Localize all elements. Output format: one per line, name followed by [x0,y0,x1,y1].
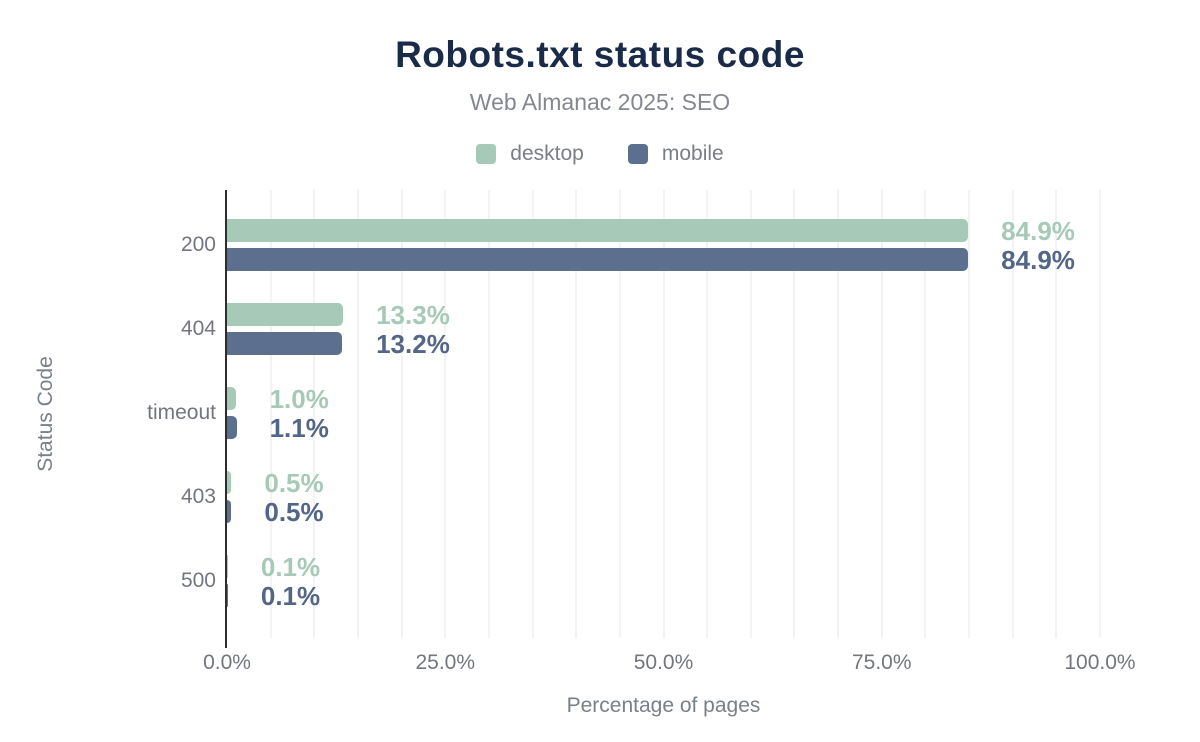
bar-mobile-404[interactable] [227,332,343,355]
gridline [793,190,796,638]
x-tick-75.0%: 75.0% [851,651,912,674]
plot-area: 84.9% 84.9% 13.3% 13.2% 1.0% 1.1% 0.5% 0.5% 0.1%… [227,190,1101,638]
legend-label-desktop: desktop [510,142,584,165]
x-tick-0.0%: 0.0% [203,651,251,674]
category-label-200: 200 [180,233,216,256]
gridline [313,190,316,638]
x-axis-title: Percentage of pages [566,694,761,717]
category-label-timeout: timeout [147,401,216,424]
gridline [662,190,665,638]
gridline [1011,190,1014,638]
x-tick-100.0%: 100.0% [1064,651,1136,674]
y-axis-line [225,190,227,648]
legend-swatch-desktop [476,144,497,164]
legend-label-mobile: mobile [661,142,724,165]
bar-mobile-500[interactable] [227,584,228,607]
x-tick-25.0%: 25.0% [415,651,476,674]
chart-subtitle: Web Almanac 2025: SEO [469,89,731,115]
bar-desktop-500[interactable] [227,555,228,578]
value-label-mobile-200: 84.9% [1001,244,1075,275]
gridline [837,190,840,638]
gridline [924,190,927,638]
gridline [531,190,534,638]
bar-mobile-timeout[interactable] [227,416,237,439]
gridline [400,190,403,638]
gridline [356,190,359,638]
bar-mobile-200[interactable] [227,248,969,271]
bar-desktop-404[interactable] [227,303,344,326]
bar-mobile-403[interactable] [227,500,232,523]
category-label-500: 500 [180,569,216,592]
value-label-mobile-404: 13.2% [376,328,450,359]
gridline [1055,190,1058,638]
value-label-mobile-403: 0.5% [264,496,324,527]
legend-item-mobile[interactable]: mobile [627,142,724,166]
value-label-desktop-403: 0.5% [264,467,324,498]
category-label-404: 404 [180,317,216,340]
gridline [444,190,447,638]
legend-swatch-mobile [627,144,648,164]
y-axis-title: Status Code [34,356,57,472]
gridline [880,190,883,638]
x-tick-50.0%: 50.0% [633,651,694,674]
value-label-desktop-200: 84.9% [1001,215,1075,246]
legend-item-desktop[interactable]: desktop [476,142,584,166]
bar-desktop-timeout[interactable] [227,387,236,410]
value-label-desktop-timeout: 1.0% [269,383,329,414]
category-label-403: 403 [180,485,216,508]
bar-desktop-200[interactable] [227,219,969,242]
gridline [968,190,971,638]
value-label-mobile-500: 0.1% [260,580,321,611]
gridline [1099,190,1101,638]
bar-desktop-403[interactable] [227,471,232,494]
gridline [706,190,709,638]
gridline [749,190,752,638]
legend: desktop mobile [0,142,1200,166]
gridline [487,190,490,638]
gridline [575,190,578,638]
value-label-mobile-timeout: 1.1% [269,412,329,443]
value-label-desktop-500: 0.1% [260,551,321,582]
gridline [618,190,621,638]
chart-title: Robots.txt status code [395,34,805,75]
gridline [269,190,272,638]
value-label-desktop-404: 13.3% [376,299,450,330]
